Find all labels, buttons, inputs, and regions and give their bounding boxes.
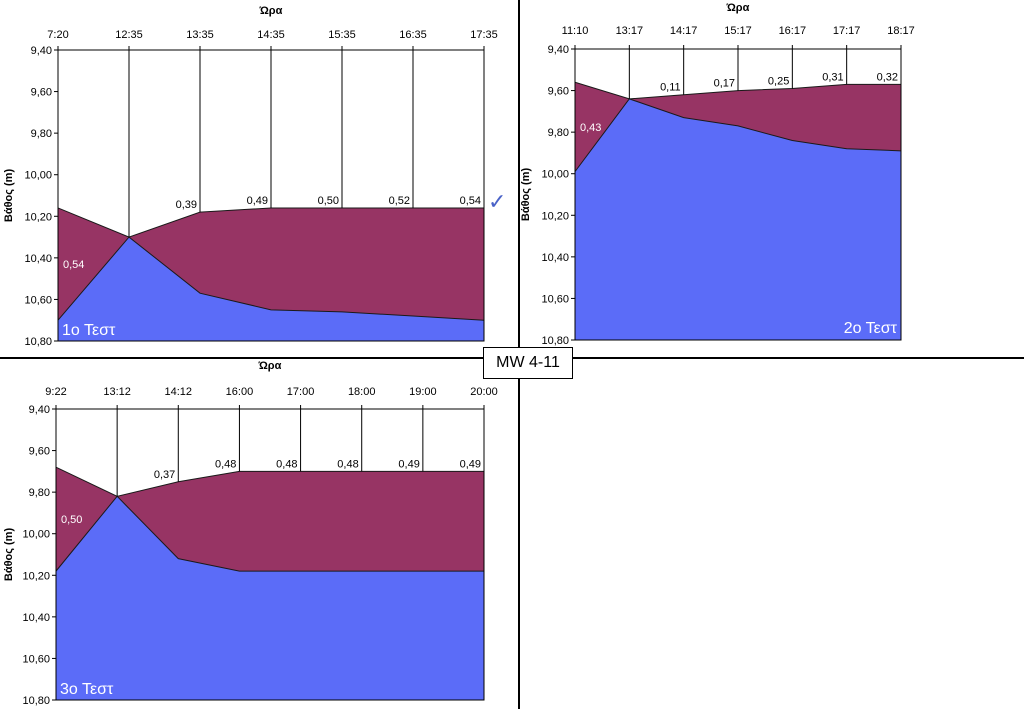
data-label: 0,37: [154, 469, 175, 481]
chart-title: 1ο Τεστ: [62, 322, 116, 339]
x-tick-label: 15:17: [724, 25, 752, 37]
area-lower: [575, 98, 901, 340]
data-label: 0,11: [660, 82, 681, 94]
y-tick-label: 9,80: [29, 487, 50, 499]
data-label: 0,39: [176, 199, 197, 211]
x-tick-label: 13:35: [186, 29, 214, 41]
x-tick-label: 14:12: [165, 386, 193, 398]
data-label: 0,50: [61, 514, 82, 526]
chart-title: 3ο Τεστ: [60, 681, 114, 698]
x-tick-label: 13:12: [103, 386, 131, 398]
x-tick-label: 7:20: [47, 29, 68, 41]
y-tick-label: 10,00: [24, 170, 52, 182]
x-tick-label: 18:00: [348, 386, 376, 398]
data-label: 0,25: [768, 75, 789, 87]
y-tick-label: 10,00: [541, 169, 569, 181]
y-tick-label: 9,40: [31, 45, 52, 57]
line-lower: [55, 495, 484, 572]
chart-test-3: 9,40 9,60 9,80 10,00 10,20 10,40 10,60 10,80 9:2…: [3, 360, 498, 707]
x-tick-label: 17:35: [470, 29, 498, 41]
x-tick-label: 16:35: [399, 29, 427, 41]
chart-test-1: 9,40 9,60 9,80 10,00 10,20 10,40 10,60 10,80 7:2…: [3, 5, 498, 348]
data-label: 0,50: [318, 195, 339, 207]
data-label: 0,54: [460, 195, 481, 207]
plot-border: [55, 408, 485, 701]
y-tick-label: 10,60: [22, 653, 50, 665]
y-tick-label: 10,20: [22, 570, 50, 582]
y-axis-title: Βάθος (m): [520, 168, 532, 222]
x-tick-label: 16:00: [226, 386, 254, 398]
area-upper: [56, 467, 484, 572]
y-tick-label: 10,60: [24, 294, 52, 306]
line-upper: [55, 466, 484, 497]
x-tick-label: 20:00: [470, 386, 498, 398]
y-tick-label: 9,40: [548, 44, 569, 56]
y-axis-title: Βάθος (m): [3, 169, 15, 223]
area-lower: [58, 237, 484, 341]
x-tick-label: 17:00: [287, 386, 315, 398]
y-tick-label: 10,20: [541, 210, 569, 222]
x-tick-label: 11:10: [562, 25, 589, 37]
y-tick-label: 10,80: [22, 695, 50, 707]
x-tick-label: 14:17: [670, 25, 698, 37]
area-upper: [575, 82, 901, 172]
data-label: 0,48: [337, 458, 358, 470]
x-axis-title: Ώρα: [726, 2, 750, 14]
data-label: 0,31: [822, 71, 843, 83]
data-label: 0,43: [580, 122, 601, 134]
x-tick-label: 14:35: [257, 29, 285, 41]
y-tick-label: 10,80: [541, 335, 569, 347]
area-lower: [56, 496, 484, 700]
x-tick-label: 9:22: [45, 386, 66, 398]
chart-title: 2ο Τεστ: [844, 320, 898, 337]
x-tick-label: 18:17: [887, 25, 915, 37]
y-axis-title: Βάθος (m): [3, 528, 15, 582]
checkmark-icon: ✓: [488, 190, 507, 215]
y-tick-label: 9,60: [548, 86, 569, 98]
x-tick-label: 17:17: [833, 25, 861, 37]
x-tick-label: 12:35: [115, 29, 143, 41]
data-label: 0,54: [63, 259, 84, 271]
y-tick-label: 10,40: [22, 612, 50, 624]
area-upper: [58, 207, 484, 321]
data-label: 0,32: [877, 71, 898, 83]
y-tick-label: 10,80: [24, 336, 52, 348]
x-tick-label: 19:00: [409, 386, 437, 398]
x-tick-label: 13:17: [616, 25, 644, 37]
y-tick-label: 10,20: [24, 211, 52, 223]
x-axis-title: Ώρα: [258, 360, 282, 372]
data-label: 0,49: [398, 458, 419, 470]
well-label-box: MW 4-11: [483, 347, 573, 379]
data-label: 0,49: [247, 195, 268, 207]
data-label: 0,48: [276, 458, 297, 470]
y-tick-label: 10,60: [541, 293, 569, 305]
data-label: 0,52: [389, 195, 410, 207]
chart-test-2: 9,40 9,60 9,80 10,00 10,20 10,40 10,60 10,80 11:…: [520, 2, 915, 347]
x-axis-title: Ώρα: [259, 5, 283, 17]
y-tick-label: 9,60: [29, 446, 50, 458]
x-tick-label: 16:17: [779, 25, 807, 37]
y-tick-label: 10,40: [24, 253, 52, 265]
y-tick-label: 9,80: [548, 127, 569, 139]
y-tick-label: 10,40: [541, 252, 569, 264]
y-tick-label: 9,40: [29, 404, 50, 416]
data-label: 0,49: [460, 458, 481, 470]
data-label: 0,17: [714, 78, 735, 90]
y-tick-label: 10,00: [22, 529, 50, 541]
y-tick-label: 9,80: [31, 128, 52, 140]
x-tick-label: 15:35: [328, 29, 356, 41]
y-tick-label: 9,60: [31, 87, 52, 99]
data-label: 0,48: [215, 458, 236, 470]
